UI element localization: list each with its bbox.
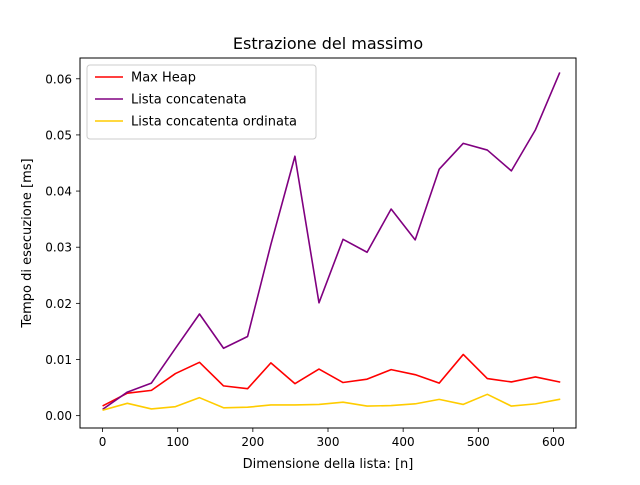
data-point	[222, 347, 224, 349]
data-point	[198, 361, 200, 363]
data-point	[390, 368, 392, 370]
series-line-2	[102, 72, 561, 411]
data-point	[174, 372, 176, 374]
legend-label-3: Lista concatenta ordinata	[131, 115, 297, 130]
x-axis-label: Dimensione della lista: [n]	[243, 457, 414, 472]
data-point	[270, 362, 272, 364]
legend-box	[86, 64, 317, 140]
data-point	[150, 382, 152, 384]
data-point	[462, 142, 464, 144]
data-point	[558, 398, 560, 400]
data-point	[438, 382, 440, 384]
data-point	[390, 404, 392, 406]
data-point	[342, 238, 344, 240]
legend-label-2: Lista concatenata	[131, 93, 247, 108]
data-point	[126, 391, 128, 393]
series-layer	[102, 72, 561, 412]
data-point	[486, 149, 488, 151]
series-line-1	[102, 353, 561, 407]
x-tick-label: 400	[392, 435, 415, 449]
y-tick-label: 0.02	[45, 297, 72, 311]
y-tick-label: 0.01	[45, 353, 72, 367]
x-tick-label: 0	[99, 435, 107, 449]
data-point	[438, 168, 440, 170]
data-point	[534, 376, 536, 378]
x-tick-label: 300	[317, 435, 340, 449]
data-point	[246, 335, 248, 337]
y-tick-label: 0.04	[45, 185, 72, 199]
data-point	[246, 406, 248, 408]
data-point	[174, 347, 176, 349]
data-point	[222, 385, 224, 387]
data-point	[270, 404, 272, 406]
data-point	[318, 403, 320, 405]
legend: Max Heap Lista concatenata Lista concatent…	[86, 64, 317, 140]
series-line-3	[102, 393, 561, 412]
legend-label-1: Max Heap	[131, 71, 196, 86]
data-point	[486, 377, 488, 379]
data-point	[534, 129, 536, 131]
data-point	[510, 405, 512, 407]
data-point	[366, 405, 368, 407]
data-point	[390, 208, 392, 210]
data-point	[486, 393, 488, 395]
data-point	[102, 404, 104, 406]
x-tick-label: 600	[542, 435, 565, 449]
data-point	[342, 401, 344, 403]
chart-title: Estrazione del massimo	[233, 34, 423, 53]
x-tick-label: 500	[467, 435, 490, 449]
data-point	[414, 403, 416, 405]
axes-layer: 0 100 200 300 400 500 600 0.00 0.01 0.02 0.03 0.04 0…	[45, 72, 565, 449]
data-point	[534, 403, 536, 405]
data-point	[222, 407, 224, 409]
data-point	[294, 382, 296, 384]
data-point	[510, 381, 512, 383]
y-tick-label: 0.06	[45, 72, 72, 86]
data-point	[246, 387, 248, 389]
data-point	[558, 381, 560, 383]
data-point	[438, 398, 440, 400]
data-point	[462, 403, 464, 405]
data-point	[366, 251, 368, 253]
data-point	[126, 402, 128, 404]
data-point	[198, 396, 200, 398]
data-point	[318, 302, 320, 304]
data-point	[462, 353, 464, 355]
y-tick-label: 0.03	[45, 241, 72, 255]
data-point	[414, 373, 416, 375]
data-point	[150, 408, 152, 410]
data-point	[270, 243, 272, 245]
x-tick-label: 200	[241, 435, 264, 449]
data-point	[558, 72, 560, 74]
data-point	[366, 378, 368, 380]
data-point	[510, 170, 512, 172]
data-point	[414, 239, 416, 241]
x-tick-label: 100	[166, 435, 189, 449]
y-tick-label: 0.05	[45, 128, 72, 142]
data-point	[198, 313, 200, 315]
data-point	[318, 368, 320, 370]
data-point	[150, 389, 152, 391]
plot-frame	[79, 57, 577, 429]
data-point	[294, 155, 296, 157]
y-axis-label: Tempo di esecuzione [ms]	[20, 158, 35, 328]
data-point	[342, 381, 344, 383]
data-point	[102, 409, 104, 411]
y-tick-label: 0.00	[45, 409, 72, 423]
data-point	[174, 405, 176, 407]
data-point	[294, 404, 296, 406]
